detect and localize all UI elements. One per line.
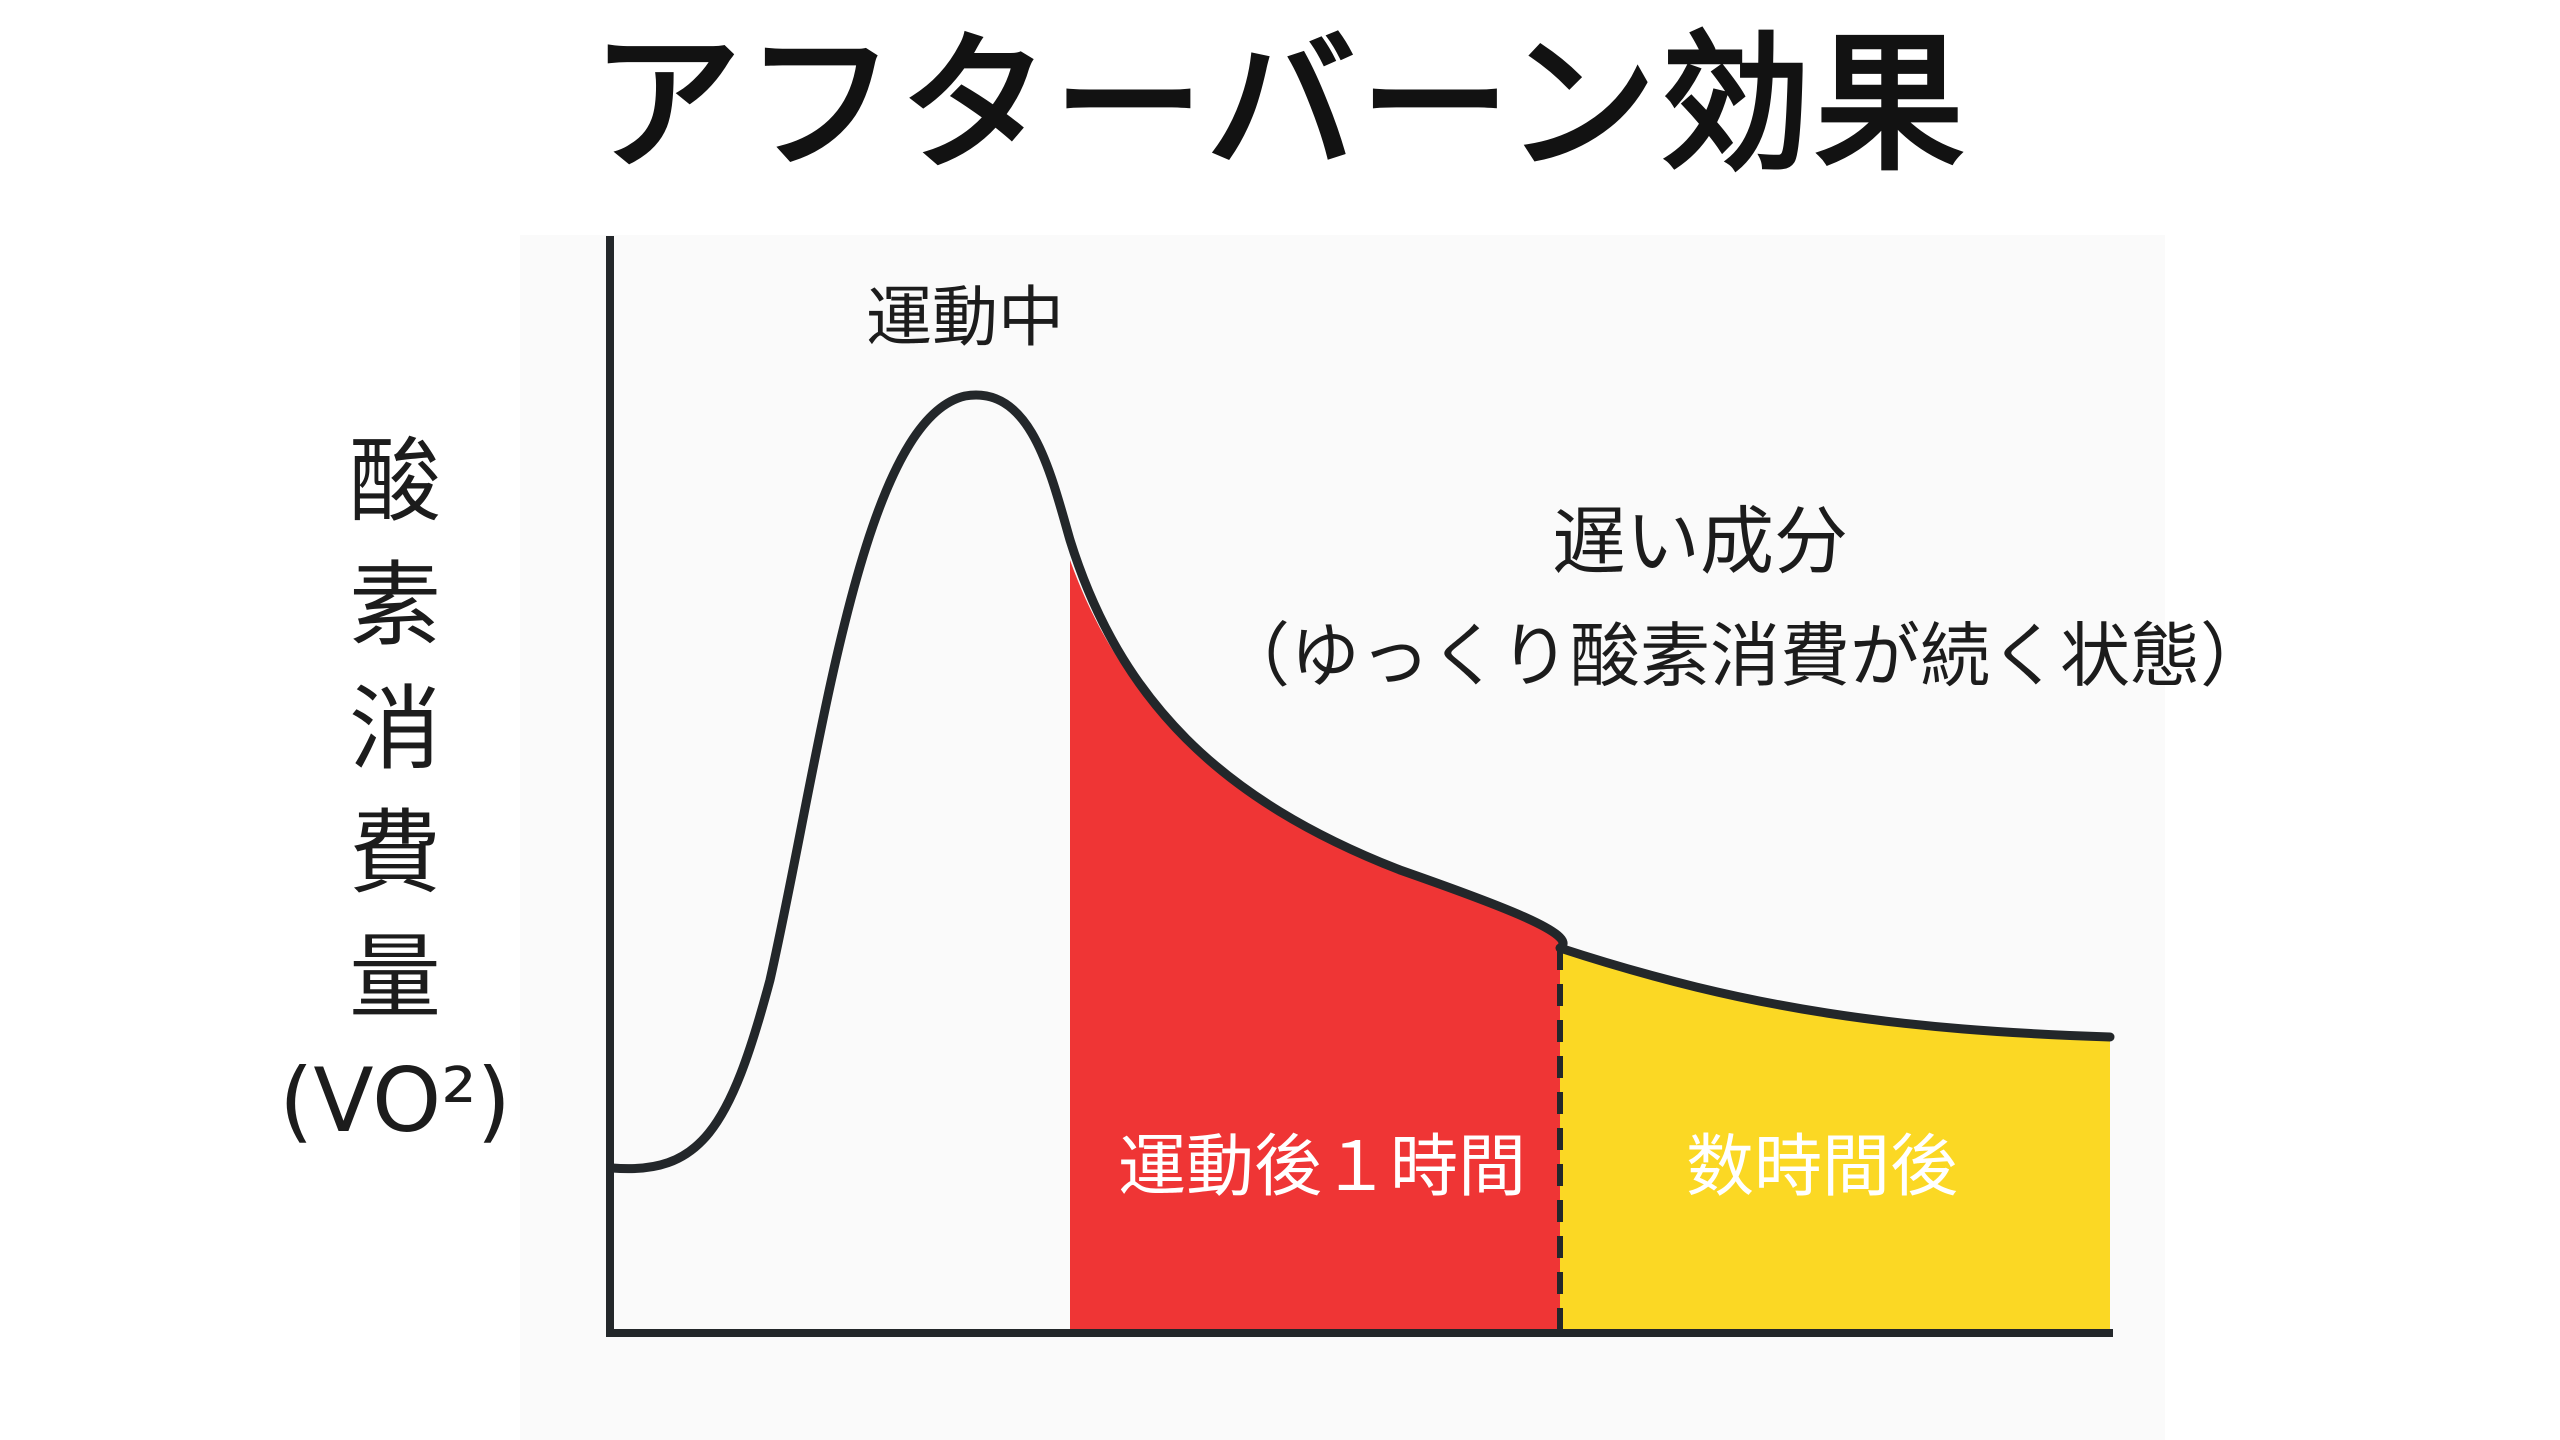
y-axis-label: 酸 素 消 費 量 (VO²) bbox=[260, 420, 530, 1156]
y-axis-label-char: 量 bbox=[348, 924, 441, 1031]
slow-component-title: 遅い成分 bbox=[1552, 499, 1848, 585]
region-hours-after bbox=[1560, 948, 2110, 1330]
y-axis-label-char: 素 bbox=[348, 552, 441, 659]
y-axis-label-char: 酸 bbox=[348, 428, 441, 535]
page-title: アフターバーン効果 bbox=[591, 18, 1969, 192]
slow-component-description: （ゆっくり酸素消費が続く状態） bbox=[1220, 615, 2270, 697]
oxygen-consumption-curve bbox=[607, 390, 2115, 1174]
y-axis-unit: (VO²) bbox=[279, 1049, 511, 1152]
y-axis-label-char: 費 bbox=[348, 800, 441, 907]
peak-label: 運動中 bbox=[866, 279, 1064, 356]
region-one-hour-after bbox=[1070, 560, 1564, 1330]
region-label-hours-after: 数時間後 bbox=[1686, 1128, 1958, 1207]
y-axis-label-char: 消 bbox=[348, 676, 441, 783]
region-label-one-hour-after: 運動後１時間 bbox=[1118, 1128, 1526, 1207]
